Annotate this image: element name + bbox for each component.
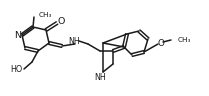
Text: CH₃: CH₃ [178, 37, 191, 43]
Text: O: O [57, 17, 65, 26]
Text: N: N [14, 31, 22, 41]
Text: NH: NH [68, 36, 80, 46]
Text: NH: NH [94, 74, 106, 82]
Text: CH₃: CH₃ [39, 12, 52, 18]
Text: HO: HO [10, 65, 22, 74]
Text: O: O [158, 38, 164, 48]
